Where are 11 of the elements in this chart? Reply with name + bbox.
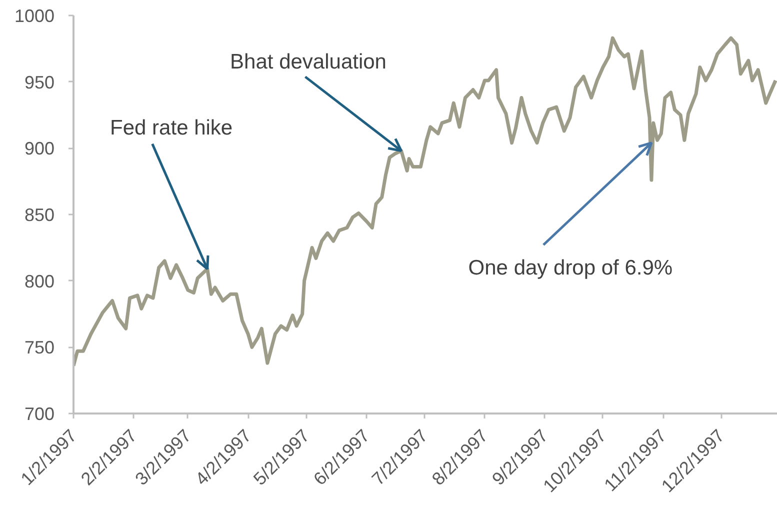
annotation: One day drop of 6.9% (468, 256, 673, 280)
annotation: Bhat devaluation (230, 50, 386, 74)
line-series (74, 36, 777, 368)
y-tick-label: 900 (24, 138, 55, 159)
y-tick-label: 850 (24, 205, 55, 225)
y-tick-label: 1000 (14, 6, 55, 26)
annotation: Fed rate hike (110, 116, 233, 140)
y-tick-label: 950 (24, 72, 55, 92)
y-tick-label: 800 (24, 271, 55, 292)
y-tick-label: 750 (24, 338, 55, 358)
y-tick-label: 700 (24, 404, 55, 424)
